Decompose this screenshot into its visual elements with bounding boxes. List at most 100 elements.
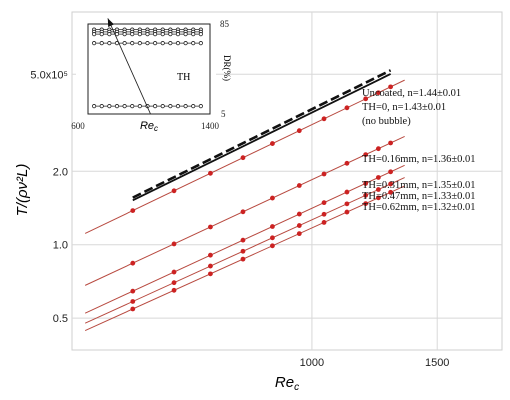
main-legend: Uncoated, n=1.44±0.01 TH=0, n=1.43±0.01 TH… — [362, 88, 476, 213]
series-4-point — [363, 180, 369, 186]
inset-series-4-point — [191, 104, 196, 109]
series-2-point — [270, 141, 275, 146]
inset-series-2-point — [183, 32, 188, 37]
inset-frame — [87, 23, 211, 115]
inset-y-axis-label: DR(%) — [222, 55, 232, 81]
inset-series-3-point — [137, 41, 142, 46]
series-line-0 — [132, 69, 392, 199]
inset-series-3-point — [191, 41, 196, 46]
inset-series-2-point — [168, 32, 173, 37]
y-tick-label: 2.0 — [53, 166, 68, 178]
inset-series-4-point — [168, 104, 173, 109]
inset-series-2-point — [175, 32, 181, 37]
series-4-point — [270, 224, 275, 229]
series-4-point — [240, 237, 246, 243]
series-5-point — [344, 201, 350, 207]
inset-series-3-point — [92, 41, 97, 46]
x-tick-label: 1000 — [300, 357, 324, 369]
series-5-point — [321, 211, 327, 217]
main-series — [84, 69, 405, 331]
series-2-point — [375, 90, 381, 96]
series-3-point — [296, 183, 302, 188]
series-2-point — [363, 96, 369, 102]
series-4-point — [375, 175, 381, 180]
inset-y-tick-label: 85 — [220, 19, 230, 29]
inset-series-4-point — [153, 104, 158, 109]
inset-series-2-point — [92, 32, 97, 37]
inset-series-3-point — [153, 41, 158, 46]
series-3-point — [375, 146, 381, 152]
series-5-point — [270, 235, 275, 241]
inset-x-axis-label: Rec — [140, 120, 158, 133]
inset-series-2-point — [160, 32, 165, 37]
series-5-point — [171, 280, 177, 286]
series-2-point — [344, 105, 350, 111]
series-6-point — [296, 231, 302, 237]
x-axis-label: Rec — [275, 374, 299, 393]
series-5-point — [130, 299, 136, 304]
inset-series-2-point — [99, 32, 104, 37]
inset-series-2-point — [153, 32, 158, 37]
series-4-point — [321, 200, 327, 206]
inset-series-2-point — [107, 32, 112, 37]
series-3-point — [344, 160, 350, 166]
inset-x-axis-label-main: Re — [140, 120, 154, 132]
series-6-point — [270, 243, 275, 249]
series-6-point — [240, 256, 246, 262]
inset-plot: 600 1400 85 5 Rec DR(%) TH — [71, 14, 232, 133]
inset-x-axis-label-subscript: c — [154, 124, 158, 133]
series-5-point — [240, 248, 246, 254]
inset-series-3-point — [122, 41, 127, 46]
series-2-point — [240, 155, 246, 161]
series-4-point — [296, 211, 302, 217]
y-tick-label: 5.0x10⁵ — [30, 69, 68, 81]
series-4-point — [171, 269, 177, 275]
inset-arrow-label: TH — [177, 72, 190, 83]
inset-series-4-point — [114, 104, 120, 109]
inset-series-3-point — [99, 41, 104, 46]
inset-series-2-point — [145, 32, 150, 37]
main-plot-frame — [71, 11, 503, 351]
series-3-point — [208, 224, 213, 230]
inset-series-2-point — [130, 32, 135, 37]
legend-label: TH=0.62mm, n=1.32±0.01 — [362, 202, 476, 213]
series-4-point — [130, 288, 136, 294]
series-2-point — [296, 128, 302, 134]
inset-x-tick-label: 600 — [71, 121, 85, 131]
inset-series-3-point — [130, 41, 135, 46]
series-4-point — [388, 169, 394, 175]
series-6-point — [375, 195, 381, 201]
series-3-point — [321, 171, 327, 177]
series-3-point — [130, 260, 136, 266]
series-4-point — [344, 189, 350, 195]
inset-series — [92, 18, 203, 115]
inset-series-2-point — [122, 32, 127, 37]
series-6-point — [130, 306, 136, 312]
annotation-no-bubble: (no bubble) — [362, 116, 411, 127]
series-line-1 — [132, 73, 391, 202]
series-6-point — [344, 209, 350, 215]
inset-x-tick-label: 1400 — [201, 121, 220, 131]
y-tick-label: 1.0 — [53, 240, 68, 252]
inset-series-3-point — [160, 41, 165, 46]
series-4-point — [208, 252, 213, 258]
inset-arrow-head-icon — [107, 18, 115, 27]
inset-series-2-point — [191, 32, 196, 37]
y-axis-label: T/(ρν²L) — [14, 164, 31, 217]
inset-series-3-point — [175, 41, 181, 46]
series-3-point — [363, 152, 369, 157]
inset-series-4-point — [107, 104, 112, 109]
inset-y-tick-label: 5 — [221, 109, 226, 119]
series-3-point — [240, 209, 246, 215]
series-5-point — [375, 187, 381, 192]
series-2-point — [208, 170, 213, 176]
series-2-point — [321, 116, 327, 122]
main-ticks: 1000 1500 0.5 1.0 2.0 5.0x10⁵ — [30, 69, 449, 369]
series-5-point — [388, 181, 394, 187]
main-plot: 1000 1500 0.5 1.0 2.0 5.0x10⁵ Uncoated, n=1.4… — [14, 11, 503, 393]
inset-series-4-point — [137, 104, 142, 109]
inset-series-3-point — [198, 41, 203, 46]
series-6-point — [171, 287, 177, 293]
inset-series-4-point — [198, 104, 203, 109]
